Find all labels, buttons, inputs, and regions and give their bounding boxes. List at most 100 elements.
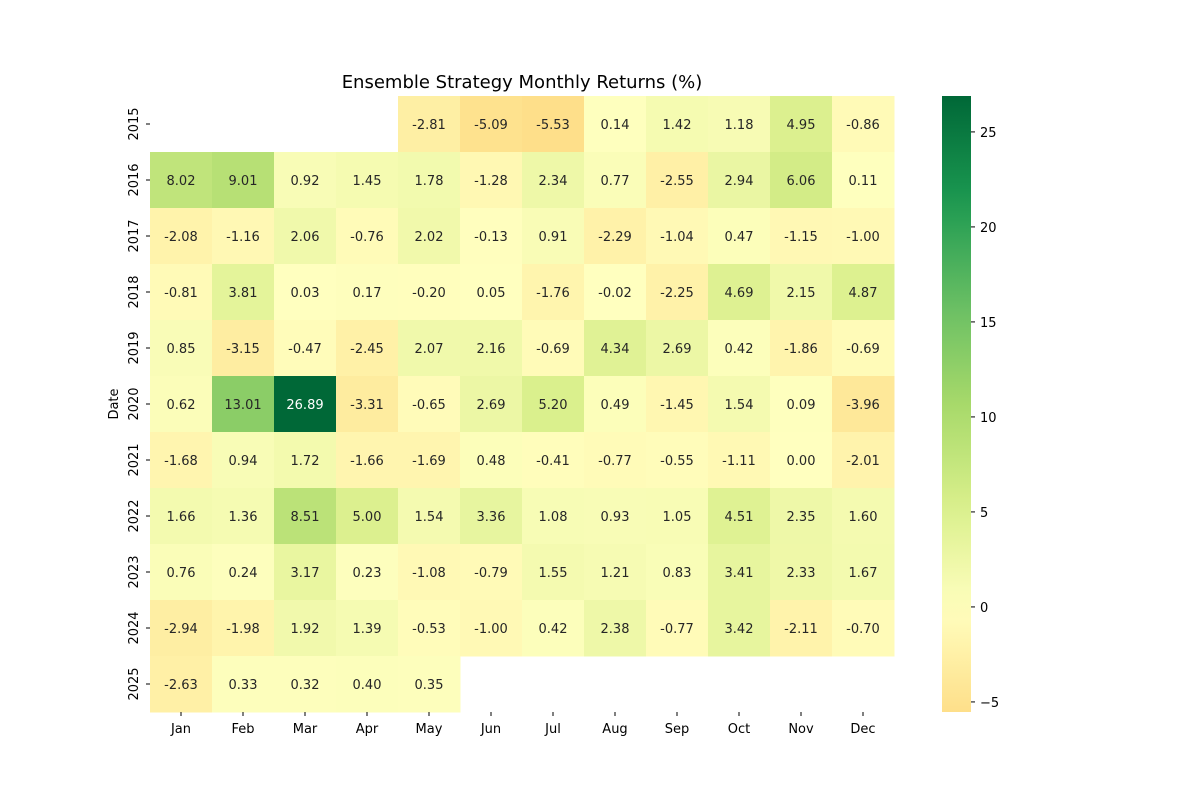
colorbar-tick-label: 20 <box>980 221 997 236</box>
heatmap-cell <box>522 488 585 545</box>
heatmap-cell <box>770 96 833 153</box>
x-tick-label: Jun <box>480 722 501 737</box>
heatmap-cell <box>398 96 461 153</box>
cell-value-label: 0.93 <box>601 510 630 525</box>
y-tick-label: 2022 <box>127 499 142 532</box>
cell-value-label: -0.13 <box>474 230 508 245</box>
cell-value-label: 0.85 <box>167 342 196 357</box>
heatmap-cell <box>770 488 833 545</box>
heatmap-cell <box>212 432 275 489</box>
cell-value-label: 1.54 <box>725 398 754 413</box>
cell-value-label: -0.69 <box>536 342 570 357</box>
cell-value-label: -5.53 <box>536 118 570 133</box>
heatmap-cell <box>584 376 647 433</box>
cell-value-label: 0.76 <box>167 566 196 581</box>
heatmap-cell <box>212 264 275 321</box>
cell-value-label: 1.36 <box>229 510 258 525</box>
cell-value-label: -2.25 <box>660 286 694 301</box>
heatmap-cell <box>770 208 833 265</box>
cell-value-label: -1.11 <box>722 454 756 469</box>
cell-value-label: 0.42 <box>539 622 568 637</box>
heatmap-cell <box>708 208 771 265</box>
heatmap-cell <box>274 432 337 489</box>
heatmap-cell <box>460 600 523 657</box>
cell-value-label: 0.62 <box>167 398 196 413</box>
cell-value-label: 1.08 <box>539 510 568 525</box>
heatmap-cell <box>522 544 585 601</box>
cell-value-label: 1.45 <box>353 174 382 189</box>
cell-value-label: -2.11 <box>784 622 818 637</box>
cell-value-label: -1.04 <box>660 230 694 245</box>
heatmap-cell <box>770 152 833 209</box>
cell-value-label: 2.33 <box>787 566 816 581</box>
cell-value-label: 0.14 <box>601 118 630 133</box>
x-tick-label: Jan <box>170 722 191 737</box>
cell-value-label: -0.69 <box>846 342 880 357</box>
y-tick-label: 2025 <box>127 667 142 700</box>
heatmap-cell <box>150 656 213 713</box>
heatmap-cell <box>274 656 337 713</box>
cell-value-label: -3.96 <box>846 398 880 413</box>
heatmap-cell <box>708 432 771 489</box>
cell-value-label: 13.01 <box>224 398 261 413</box>
heatmap-cell <box>770 544 833 601</box>
cell-value-label: 4.87 <box>849 286 878 301</box>
cell-value-label: 0.42 <box>725 342 754 357</box>
heatmap-cell <box>274 544 337 601</box>
cell-value-label: -1.16 <box>226 230 260 245</box>
cell-value-label: -1.98 <box>226 622 260 637</box>
heatmap-cell <box>832 96 895 153</box>
cell-value-label: 1.92 <box>291 622 320 637</box>
heatmap-cell <box>708 96 771 153</box>
y-tick-label: 2023 <box>127 555 142 588</box>
heatmap-cell <box>460 96 523 153</box>
y-tick-label: 2018 <box>127 275 142 308</box>
x-tick-label: Aug <box>602 722 627 737</box>
heatmap-cell <box>336 432 399 489</box>
cell-value-label: 0.48 <box>477 454 506 469</box>
heatmap-cell <box>398 208 461 265</box>
cell-value-label: 5.00 <box>353 510 382 525</box>
cell-value-label: 2.07 <box>415 342 444 357</box>
cell-value-label: -3.15 <box>226 342 260 357</box>
cell-value-label: 1.66 <box>167 510 196 525</box>
x-tick-label: Feb <box>231 722 254 737</box>
heatmap-cell <box>212 208 275 265</box>
cell-value-label: -0.41 <box>536 454 570 469</box>
heatmap-cell <box>150 320 213 377</box>
x-tick-label: Nov <box>788 722 814 737</box>
heatmap-cell <box>398 320 461 377</box>
colorbar-tick-label: 25 <box>980 126 997 141</box>
heatmap-cell <box>150 600 213 657</box>
colorbar-tick-label: 0 <box>980 601 988 616</box>
heatmap-cell <box>150 432 213 489</box>
heatmap-cell <box>336 656 399 713</box>
heatmap-cell <box>770 600 833 657</box>
cell-value-label: -1.66 <box>350 454 384 469</box>
heatmap-cell <box>832 600 895 657</box>
heatmap-cell <box>646 544 709 601</box>
y-axis-label: Date <box>107 388 122 419</box>
heatmap-cell <box>646 152 709 209</box>
heatmap-cell <box>646 488 709 545</box>
heatmap-cell <box>584 152 647 209</box>
heatmap-cell <box>336 544 399 601</box>
heatmap-cell <box>460 264 523 321</box>
heatmap-cell <box>646 600 709 657</box>
heatmap-cell <box>274 208 337 265</box>
heatmap-cell <box>832 320 895 377</box>
cell-value-label: 0.05 <box>477 286 506 301</box>
heatmap-cell <box>646 208 709 265</box>
heatmap-cell <box>522 376 585 433</box>
cell-value-label: -2.08 <box>164 230 198 245</box>
heatmap-cell <box>832 376 895 433</box>
cell-value-label: -2.81 <box>412 118 446 133</box>
heatmap-cell <box>708 320 771 377</box>
cell-value-label: -0.02 <box>598 286 632 301</box>
cell-value-label: 0.09 <box>787 398 816 413</box>
heatmap-cell <box>522 264 585 321</box>
cell-value-label: -1.69 <box>412 454 446 469</box>
heatmap-cell <box>336 264 399 321</box>
heatmap-cell <box>150 208 213 265</box>
cell-value-label: 5.20 <box>539 398 568 413</box>
